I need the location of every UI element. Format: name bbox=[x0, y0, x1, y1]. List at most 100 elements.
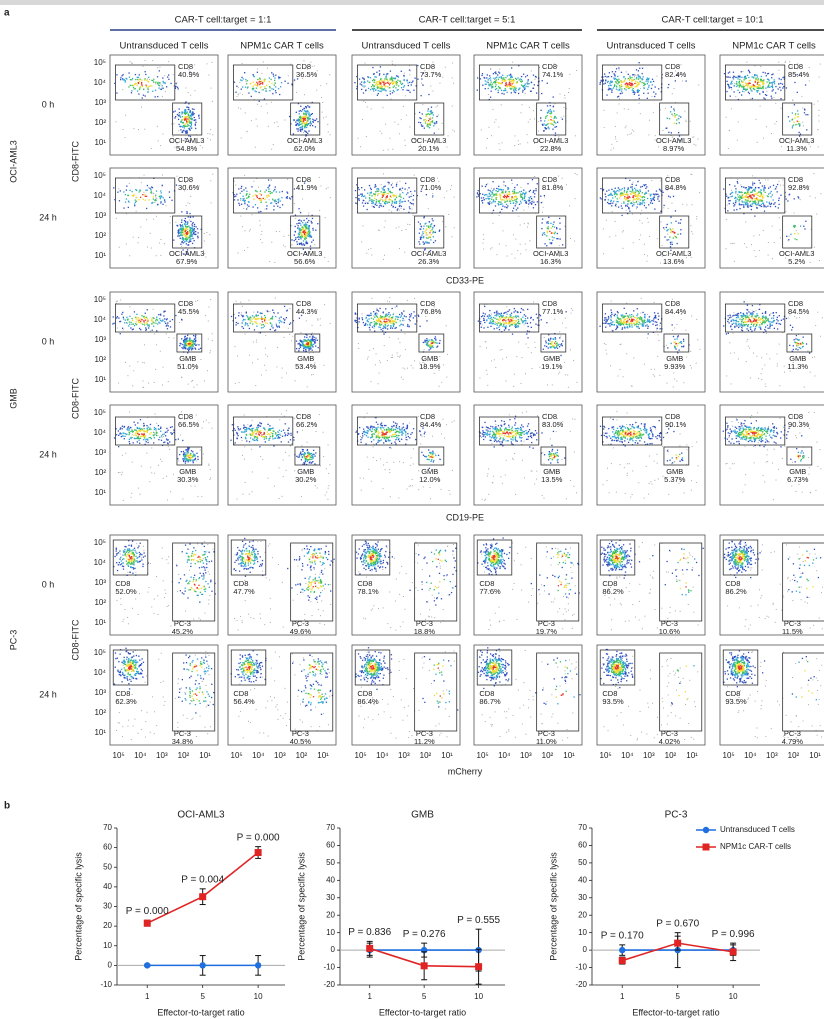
dot bbox=[245, 334, 246, 335]
dot bbox=[383, 82, 384, 83]
dot bbox=[614, 75, 615, 76]
dot bbox=[774, 189, 775, 190]
flow-plot: CD871.0%OCI-AML326.3% bbox=[352, 168, 460, 268]
dot bbox=[810, 146, 811, 147]
dot bbox=[185, 116, 186, 117]
dot bbox=[142, 324, 143, 325]
dot bbox=[137, 77, 138, 78]
dot bbox=[170, 216, 171, 217]
dot bbox=[641, 82, 642, 83]
dot bbox=[295, 218, 296, 219]
dot bbox=[647, 93, 648, 94]
dot bbox=[726, 76, 727, 77]
dot bbox=[187, 345, 188, 346]
dot bbox=[782, 77, 783, 78]
dot bbox=[133, 194, 134, 195]
dot bbox=[302, 116, 303, 117]
dot bbox=[729, 87, 730, 88]
dot bbox=[392, 203, 393, 204]
dot bbox=[487, 138, 488, 139]
dot bbox=[327, 124, 328, 125]
dot bbox=[156, 216, 157, 217]
dot bbox=[269, 90, 270, 91]
dot bbox=[433, 236, 434, 237]
dot bbox=[428, 94, 429, 95]
dot bbox=[530, 119, 531, 120]
dot bbox=[259, 323, 260, 324]
dot bbox=[659, 189, 660, 190]
dot bbox=[733, 203, 734, 204]
dot bbox=[430, 121, 431, 122]
dot bbox=[499, 149, 500, 150]
dot bbox=[795, 113, 796, 114]
dot bbox=[766, 81, 767, 82]
dot bbox=[540, 196, 541, 197]
dot bbox=[369, 185, 370, 186]
dot bbox=[146, 324, 147, 325]
dot bbox=[739, 76, 740, 77]
dot bbox=[547, 221, 548, 222]
dot bbox=[411, 82, 412, 83]
dot bbox=[292, 336, 293, 337]
dot bbox=[275, 316, 276, 317]
dot bbox=[553, 96, 554, 97]
dot bbox=[546, 128, 547, 129]
dot bbox=[306, 112, 307, 113]
dot bbox=[613, 148, 614, 149]
dot bbox=[745, 201, 746, 202]
dot bbox=[814, 247, 815, 248]
dot bbox=[548, 127, 549, 128]
dot bbox=[248, 92, 249, 93]
dot bbox=[189, 343, 190, 344]
dot bbox=[275, 186, 276, 187]
dot bbox=[636, 78, 637, 79]
dot bbox=[276, 201, 277, 202]
dot bbox=[204, 253, 205, 254]
dot bbox=[805, 221, 806, 222]
dot bbox=[481, 197, 482, 198]
dot bbox=[501, 77, 502, 78]
dot bbox=[188, 107, 189, 108]
dot bbox=[648, 222, 649, 223]
dot bbox=[187, 122, 188, 123]
dot bbox=[411, 84, 412, 85]
dot bbox=[160, 201, 161, 202]
dot bbox=[188, 109, 189, 110]
dot bbox=[428, 118, 429, 119]
dot bbox=[143, 95, 144, 96]
dot bbox=[289, 116, 290, 117]
dot bbox=[667, 224, 668, 225]
dot bbox=[619, 85, 620, 86]
dot bbox=[625, 83, 626, 84]
dot bbox=[246, 315, 247, 316]
dot bbox=[771, 82, 772, 83]
dot bbox=[516, 83, 517, 84]
dot bbox=[421, 83, 422, 84]
dot bbox=[494, 122, 495, 123]
dot bbox=[611, 92, 612, 93]
dot bbox=[576, 70, 577, 71]
dot bbox=[153, 193, 154, 194]
dot bbox=[164, 201, 165, 202]
dot bbox=[510, 85, 511, 86]
dot bbox=[644, 185, 645, 186]
dot bbox=[261, 194, 262, 195]
dot bbox=[264, 86, 265, 87]
dot bbox=[420, 239, 421, 240]
dot bbox=[633, 88, 634, 89]
dot bbox=[157, 323, 158, 324]
dot bbox=[507, 196, 508, 197]
dot bbox=[742, 91, 743, 92]
dot bbox=[744, 201, 745, 202]
dot bbox=[644, 205, 645, 206]
dot bbox=[427, 124, 428, 125]
dot bbox=[671, 242, 672, 243]
dot bbox=[132, 385, 133, 386]
dot bbox=[182, 126, 183, 127]
dot bbox=[755, 187, 756, 188]
dot bbox=[535, 190, 536, 191]
dot bbox=[675, 80, 676, 81]
dot bbox=[650, 198, 651, 199]
dot bbox=[312, 218, 313, 219]
dot bbox=[121, 314, 122, 315]
